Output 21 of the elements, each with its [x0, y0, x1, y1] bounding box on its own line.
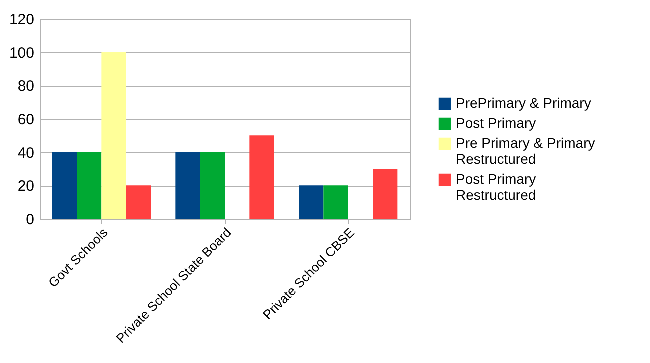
y-tick-label: 20 [18, 178, 34, 196]
bar [176, 152, 200, 219]
y-tick-label: 100 [9, 44, 34, 62]
legend-label: Post Primary Restructured [456, 171, 536, 203]
bar [200, 152, 225, 219]
bar [250, 136, 274, 219]
y-tick-label: 120 [9, 12, 34, 28]
bar [102, 52, 126, 219]
bar [324, 186, 348, 219]
legend-label: PrePrimary & Primary [456, 95, 592, 111]
legend-label: Pre Primary & Primary Restructured [456, 135, 596, 167]
bar [126, 186, 151, 219]
bar [373, 169, 398, 219]
y-tick-label: 60 [18, 112, 34, 128]
bar [52, 152, 77, 219]
y-tick-label: 0 [26, 212, 34, 228]
bar [299, 186, 324, 219]
y-tick-label: 40 [18, 144, 34, 162]
bar [77, 152, 102, 219]
legend-label: Post Primary [456, 115, 536, 131]
y-tick-label: 80 [18, 78, 34, 96]
